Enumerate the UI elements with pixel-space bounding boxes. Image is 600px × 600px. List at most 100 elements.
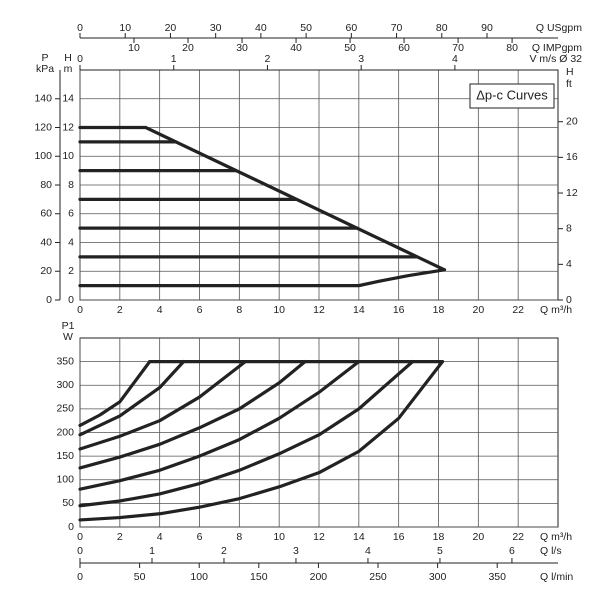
axis-tick-label: 4 <box>566 258 572 270</box>
x-tick-label: 14 <box>353 531 365 543</box>
y-tick-label: 0 <box>68 521 74 533</box>
annotation-box <box>469 83 555 109</box>
axis-label: H <box>566 66 574 78</box>
y-axis-label: P1 <box>62 320 75 332</box>
axis-tick-label: 90 <box>481 22 493 34</box>
axis-label: Q IMPgpm <box>532 42 582 54</box>
y-axis-label: H <box>64 52 72 64</box>
curve <box>78 360 445 522</box>
x-tick-label: 18 <box>433 531 445 543</box>
curve <box>78 360 361 491</box>
axis-tick-label: 0 <box>46 294 52 306</box>
curve <box>78 360 415 508</box>
y-tick-label: 6 <box>68 208 74 220</box>
axis-tick-label: 30 <box>236 42 248 54</box>
axis-tick-label: 60 <box>398 42 410 54</box>
axis-tick-label: 1 <box>149 545 155 557</box>
axis-tick-label: 20 <box>182 42 194 54</box>
axis-tick-label: 3 <box>358 53 364 65</box>
curve <box>78 360 186 437</box>
y-tick-label: 200 <box>56 426 74 438</box>
x-tick-label: 10 <box>273 531 285 543</box>
axis-tick-label: 20 <box>40 265 52 277</box>
axis-tick-label: 350 <box>488 571 506 583</box>
x-tick-label: 16 <box>393 304 405 316</box>
x-tick-label: 14 <box>353 304 365 316</box>
x-tick-label: 12 <box>313 531 325 543</box>
axis-label: Q USgpm <box>536 22 582 34</box>
curve <box>78 125 447 272</box>
axis-tick-label: 4 <box>452 53 458 65</box>
x-tick-label: 8 <box>236 531 242 543</box>
x-tick-label: 0 <box>77 304 83 316</box>
axis-tick-label: 70 <box>391 22 403 34</box>
annotation: Δp-c Curves <box>476 87 548 102</box>
curve <box>78 268 447 288</box>
y-axis-label: W <box>63 331 73 343</box>
axis-tick-label: 40 <box>40 236 52 248</box>
axis-tick-label: 80 <box>40 179 52 191</box>
axis-tick-label: 10 <box>119 22 131 34</box>
axis-tick-label: 50 <box>134 571 146 583</box>
axis-tick-label: 100 <box>190 571 208 583</box>
axis-tick-label: 120 <box>34 121 52 133</box>
y-tick-label: 0 <box>68 294 74 306</box>
axis-tick-label: 12 <box>566 187 578 199</box>
axis-tick-label: 60 <box>345 22 357 34</box>
x-axis-label: Q m³/h <box>540 304 572 316</box>
axis-tick-label: 6 <box>509 545 515 557</box>
axis-tick-label: 40 <box>255 22 267 34</box>
axis-tick-label: 0 <box>77 545 83 557</box>
x-tick-label: 4 <box>157 304 163 316</box>
x-tick-label: 2 <box>117 304 123 316</box>
axis-tick-label: 40 <box>290 42 302 54</box>
y-tick-label: 100 <box>56 474 74 486</box>
axis-tick-label: 300 <box>429 571 447 583</box>
axis-tick-label: 0 <box>77 571 83 583</box>
y-tick-label: 10 <box>62 150 74 162</box>
axis-tick-label: 80 <box>436 22 448 34</box>
x-tick-label: 16 <box>393 531 405 543</box>
y-tick-label: 14 <box>62 93 74 105</box>
axis-tick-label: 20 <box>566 115 578 127</box>
axis-label: Q l/s <box>540 545 562 557</box>
y-tick-label: 350 <box>56 355 74 367</box>
x-tick-label: 6 <box>197 531 203 543</box>
x-tick-label: 0 <box>77 531 83 543</box>
axis-tick-label: 5 <box>437 545 443 557</box>
axis-tick-label: 0 <box>77 53 83 65</box>
axis-tick-label: 100 <box>34 150 52 162</box>
y-axis-label: m <box>64 63 73 75</box>
y-tick-label: 250 <box>56 403 74 415</box>
axis-tick-label: 16 <box>566 151 578 163</box>
y-tick-label: 150 <box>56 450 74 462</box>
x-tick-label: 22 <box>512 304 524 316</box>
axis-label: Q l/min <box>540 571 573 583</box>
axis-tick-label: 30 <box>210 22 222 34</box>
axis-tick-label: 70 <box>452 42 464 54</box>
axis-tick-label: 50 <box>344 42 356 54</box>
x-tick-label: 4 <box>157 531 163 543</box>
x-tick-label: 20 <box>472 304 484 316</box>
y-tick-label: 12 <box>62 121 74 133</box>
y-tick-label: 2 <box>68 265 74 277</box>
axis-tick-label: 0 <box>77 22 83 34</box>
axis-tick-label: 50 <box>300 22 312 34</box>
y-tick-label: 8 <box>68 179 74 191</box>
axis-tick-label: 140 <box>34 93 52 105</box>
x-tick-label: 2 <box>117 531 123 543</box>
axis-label: ft <box>566 78 572 90</box>
axis-tick-label: 3 <box>293 545 299 557</box>
axis-tick-label: 20 <box>165 22 177 34</box>
axis-label: V m/s Ø 32 <box>529 53 582 65</box>
x-tick-label: 6 <box>197 304 203 316</box>
axis-label: kPa <box>36 63 54 75</box>
x-tick-label: 18 <box>433 304 445 316</box>
curve <box>78 360 247 451</box>
curve <box>78 360 307 470</box>
x-tick-label: 10 <box>273 304 285 316</box>
axis-tick-label: 2 <box>221 545 227 557</box>
axis-tick-label: 200 <box>310 571 328 583</box>
y-tick-label: 50 <box>62 497 74 509</box>
